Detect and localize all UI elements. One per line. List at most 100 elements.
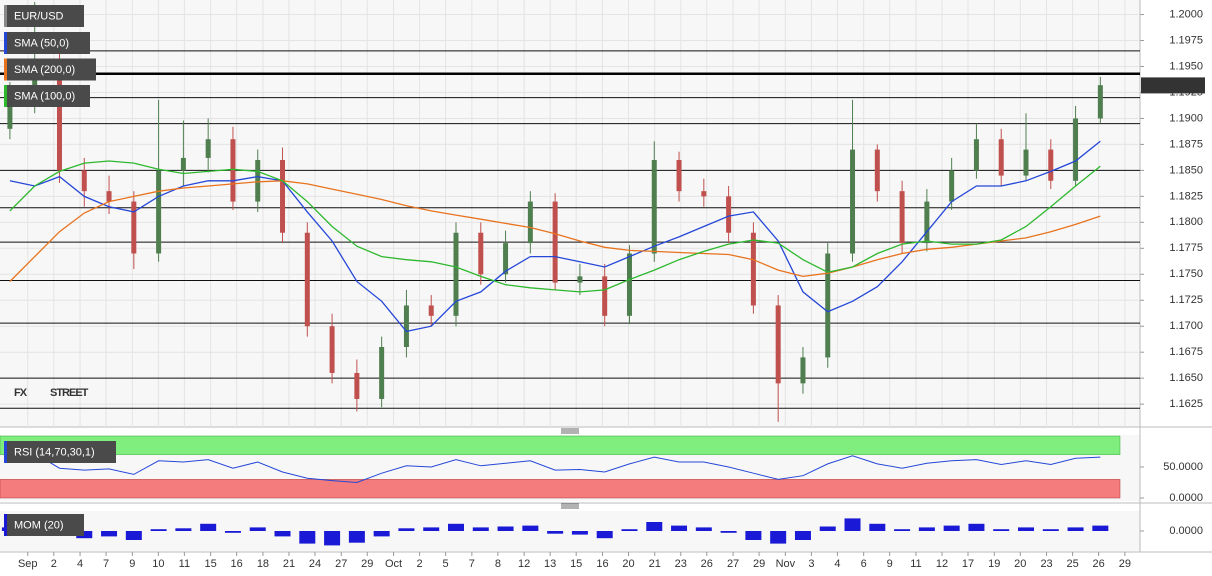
y-tick-label: 1.1650 xyxy=(1169,372,1203,384)
x-tick-label: 29 xyxy=(1119,558,1131,570)
candle-body xyxy=(577,276,583,283)
momentum-bar xyxy=(224,531,241,533)
x-tick-label: 9 xyxy=(887,558,893,570)
y-tick-label: 0.0000 xyxy=(1169,525,1203,537)
candle-body xyxy=(750,232,756,306)
x-tick-label: 21 xyxy=(649,558,661,570)
momentum-bar xyxy=(968,523,985,531)
candle-body xyxy=(180,157,186,171)
x-tick-label: 25 xyxy=(1066,558,1078,570)
candle-body xyxy=(1023,149,1029,176)
momentum-bar xyxy=(448,523,464,531)
legend-swatch xyxy=(4,85,7,107)
candle-body xyxy=(1097,85,1103,119)
x-tick-label: 15 xyxy=(205,558,217,570)
momentum-bar xyxy=(274,531,291,537)
candle-body xyxy=(403,305,409,348)
candle-body xyxy=(701,191,707,197)
candle-body xyxy=(255,159,261,202)
candle-body xyxy=(106,191,112,202)
candle-body xyxy=(775,305,781,384)
legend-swatch xyxy=(4,58,7,81)
x-tick-label: 12 xyxy=(936,558,948,570)
x-tick-label: 5 xyxy=(443,558,449,570)
momentum-bar xyxy=(1018,527,1034,531)
candle-body xyxy=(453,232,459,316)
x-tick-label: 4 xyxy=(834,558,840,570)
candle-body xyxy=(428,305,434,316)
y-tick-label: 1.1800 xyxy=(1169,216,1203,228)
x-tick-label: Oct xyxy=(385,558,402,570)
candle-body xyxy=(56,61,62,171)
candle-body xyxy=(478,232,484,275)
y-tick-label: 1.1750 xyxy=(1169,268,1203,280)
momentum-bar xyxy=(844,518,861,531)
momentum-bar xyxy=(869,523,886,531)
legend-box xyxy=(4,58,96,81)
legend-swatch xyxy=(4,441,7,463)
legend-box xyxy=(4,514,84,536)
watermark: FX xyxy=(14,387,28,399)
momentum-bar xyxy=(175,528,192,531)
x-tick-label: 19 xyxy=(988,558,1000,570)
momentum-bar xyxy=(547,531,564,534)
oversold-band xyxy=(0,479,1121,499)
candle-body xyxy=(973,139,979,171)
candle-body xyxy=(825,253,831,358)
resize-handle[interactable] xyxy=(561,503,579,509)
x-tick-label: 2 xyxy=(51,558,57,570)
momentum-bar xyxy=(1092,525,1109,531)
momentum-bar xyxy=(993,529,1010,531)
x-tick-label: 2 xyxy=(417,558,423,570)
candle-body xyxy=(651,159,657,254)
momentum-bar xyxy=(695,527,712,531)
x-tick-label: 23 xyxy=(1040,558,1052,570)
x-tick-label: 27 xyxy=(727,558,739,570)
legend-label: RSI (14,70,30,1) xyxy=(14,446,95,458)
candle-body xyxy=(230,139,236,202)
x-tick-label: 20 xyxy=(622,558,634,570)
momentum-bar xyxy=(522,525,539,531)
x-tick-label: Sep xyxy=(18,558,38,570)
x-tick-label: 13 xyxy=(544,558,556,570)
resize-handle[interactable] xyxy=(561,428,579,434)
momentum-bar xyxy=(621,529,638,531)
momentum-bar xyxy=(423,527,440,531)
x-tick-label: 24 xyxy=(309,558,321,570)
momentum-bar xyxy=(472,527,489,531)
momentum-bar xyxy=(150,529,167,531)
candle-body xyxy=(329,326,335,373)
y-tick-label: 1.1875 xyxy=(1169,138,1203,150)
x-tick-label: 18 xyxy=(257,558,269,570)
candle-body xyxy=(379,347,385,399)
momentum-bar xyxy=(200,523,217,531)
y-tick-label: 1.1725 xyxy=(1169,294,1203,306)
momentum-bar xyxy=(299,531,316,544)
sma-line xyxy=(9,180,1101,282)
candle-body xyxy=(552,201,558,283)
legend-label: SMA (200,0) xyxy=(14,64,75,76)
x-tick-label: 11 xyxy=(910,558,921,570)
momentum-bar xyxy=(497,526,514,531)
x-tick-label: 7 xyxy=(469,558,475,570)
x-tick-label: 16 xyxy=(596,558,608,570)
momentum-bar xyxy=(101,531,118,537)
x-tick-label: 20 xyxy=(1014,558,1026,570)
x-tick-label: 9 xyxy=(129,558,135,570)
x-tick-label: 6 xyxy=(861,558,867,570)
x-tick-label: 8 xyxy=(495,558,501,570)
momentum-bar xyxy=(794,531,811,540)
x-tick-label: 29 xyxy=(753,558,765,570)
momentum-bar xyxy=(894,529,911,531)
candle-body xyxy=(800,357,806,384)
legend-label: MOM (20) xyxy=(14,519,64,531)
legend-box xyxy=(4,5,84,27)
x-tick-label: 16 xyxy=(231,558,243,570)
momentum-bar xyxy=(398,528,415,531)
candle-body xyxy=(602,276,608,316)
candle-body xyxy=(924,201,930,244)
x-tick-label: 26 xyxy=(1092,558,1104,570)
momentum-bar xyxy=(1042,529,1059,531)
x-tick-label: 29 xyxy=(361,558,373,570)
